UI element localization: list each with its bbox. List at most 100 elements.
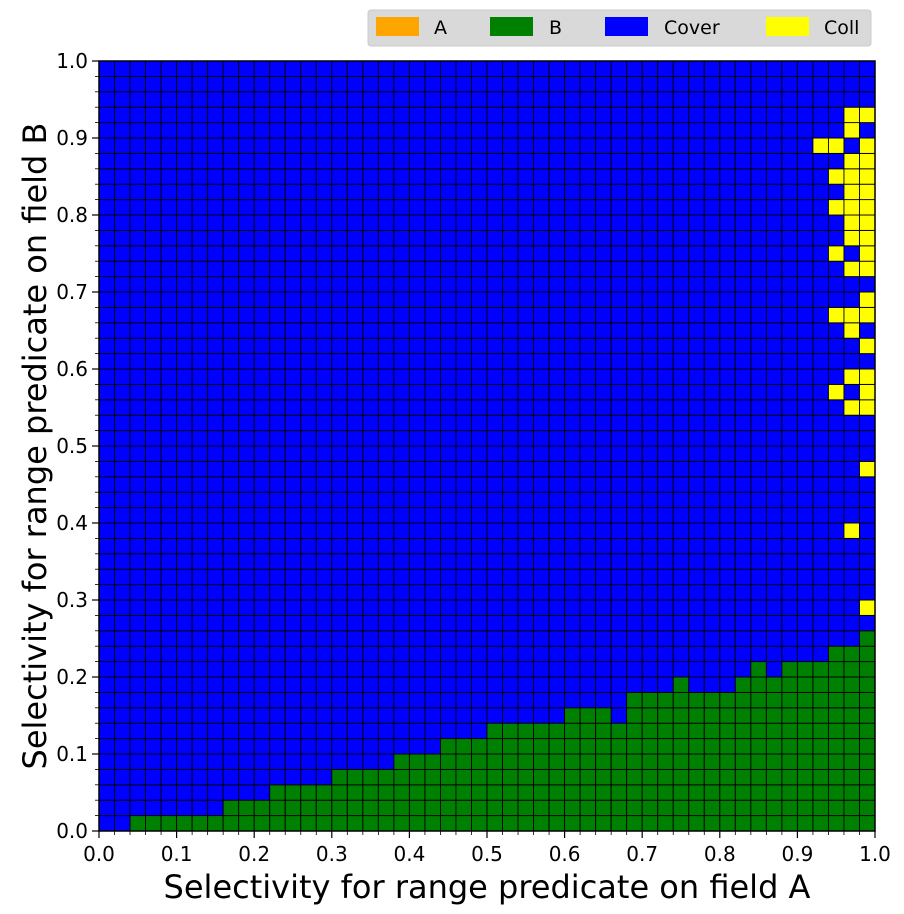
- heatmap-cell-cover: [502, 599, 519, 616]
- heatmap-cell-b: [424, 753, 441, 770]
- heatmap-cell-cover: [610, 645, 628, 663]
- y-tick-label: 0.2: [56, 665, 88, 689]
- heatmap-cell-b: [812, 768, 829, 786]
- heatmap-cell-cover: [269, 522, 286, 539]
- heatmap-cell-cover: [222, 306, 240, 324]
- heatmap-cell-cover: [719, 229, 736, 247]
- heatmap-cell-b: [672, 691, 690, 709]
- heatmap-cell-cover: [502, 306, 519, 324]
- heatmap-cell-cover: [517, 322, 535, 339]
- heatmap-cell-cover: [424, 260, 441, 278]
- heatmap-cell-cover: [160, 276, 178, 293]
- heatmap-cell-cover: [579, 568, 597, 586]
- heatmap-cell-cover: [346, 753, 364, 770]
- heatmap-cell-cover: [176, 106, 193, 124]
- heatmap-cell-cover: [222, 676, 240, 693]
- heatmap-cell-cover: [595, 430, 612, 447]
- heatmap-cell-b: [812, 661, 829, 678]
- heatmap-cell-cover: [377, 645, 395, 663]
- heatmap-cell-cover: [284, 60, 302, 77]
- heatmap-cell-cover: [734, 553, 752, 570]
- heatmap-cell-cover: [176, 353, 193, 370]
- heatmap-cell-cover: [393, 214, 410, 231]
- heatmap-cell-cover: [719, 106, 736, 124]
- heatmap-cell-cover: [393, 168, 410, 185]
- heatmap-cell-cover: [517, 691, 535, 709]
- heatmap-cell-cover: [114, 799, 131, 817]
- heatmap-cell-b: [471, 768, 488, 786]
- heatmap-cell-cover: [657, 168, 674, 185]
- heatmap-cell-cover: [207, 507, 224, 524]
- heatmap-cell-cover: [455, 260, 472, 278]
- heatmap-cell-cover: [253, 137, 271, 154]
- heatmap-cell-cover: [145, 599, 162, 616]
- heatmap-cell-cover: [579, 291, 597, 308]
- heatmap-cell-cover: [362, 676, 379, 693]
- heatmap-cell-cover: [796, 445, 814, 462]
- heatmap-cell-b: [703, 722, 721, 740]
- heatmap-cell-cover: [222, 553, 240, 570]
- heatmap-cell-b: [641, 722, 659, 740]
- heatmap-cell-b: [595, 768, 612, 786]
- heatmap-cell-cover: [129, 183, 147, 201]
- legend-label-b: B: [549, 17, 562, 39]
- heatmap-cell-b: [564, 768, 581, 786]
- heatmap-cell-cover: [269, 75, 286, 93]
- heatmap-cell-cover: [284, 430, 302, 447]
- heatmap-cell-cover: [517, 229, 535, 247]
- heatmap-cell-cover: [362, 168, 379, 185]
- heatmap-cell-b: [719, 722, 736, 740]
- heatmap-cell-cover: [827, 614, 845, 632]
- heatmap-cell-cover: [564, 522, 581, 539]
- heatmap-cell-cover: [595, 291, 612, 308]
- heatmap-cell-cover: [533, 630, 550, 647]
- heatmap-cell-b: [517, 815, 535, 832]
- heatmap-cell-b: [471, 815, 488, 832]
- heatmap-cell-cover: [98, 661, 115, 678]
- heatmap-cell-cover: [362, 322, 379, 339]
- heatmap-cell-cover: [300, 91, 317, 108]
- heatmap-cell-cover: [533, 122, 550, 139]
- heatmap-cell-b: [564, 784, 581, 801]
- heatmap-cell-cover: [145, 476, 162, 493]
- heatmap-cell-cover: [688, 60, 705, 77]
- heatmap-cell-cover: [455, 183, 472, 201]
- heatmap-cell-cover: [315, 491, 333, 509]
- heatmap-cell-cover: [750, 353, 767, 370]
- heatmap-cell-coll: [827, 199, 845, 216]
- heatmap-cell-cover: [300, 368, 317, 385]
- heatmap-cell-cover: [145, 430, 162, 447]
- heatmap-cell-cover: [253, 584, 271, 601]
- heatmap-cell-coll: [859, 399, 876, 416]
- heatmap-cell-b: [408, 753, 426, 770]
- heatmap-cell-cover: [765, 306, 783, 324]
- heatmap-cell-cover: [145, 768, 162, 786]
- heatmap-cell-cover: [812, 568, 829, 586]
- heatmap-cell-cover: [331, 229, 348, 247]
- heatmap-cell-cover: [160, 476, 178, 493]
- heatmap-cell-cover: [393, 245, 410, 262]
- heatmap-cell-cover: [222, 522, 240, 539]
- heatmap-cell-cover: [439, 476, 457, 493]
- heatmap-cell-cover: [315, 383, 333, 401]
- heatmap-cell-cover: [362, 199, 379, 216]
- heatmap-cell-b: [688, 691, 705, 709]
- heatmap-cell-cover: [346, 75, 364, 93]
- heatmap-cell-cover: [595, 199, 612, 216]
- heatmap-cell-cover: [517, 476, 535, 493]
- heatmap-cell-cover: [114, 614, 131, 632]
- heatmap-cell-cover: [657, 60, 674, 77]
- heatmap-cell-cover: [331, 599, 348, 616]
- heatmap-cell-b: [843, 691, 860, 709]
- heatmap-cell-cover: [362, 507, 379, 524]
- heatmap-cell-b: [657, 768, 674, 786]
- heatmap-cell-cover: [160, 676, 178, 693]
- heatmap-cell-b: [703, 799, 721, 817]
- heatmap-cell-cover: [439, 707, 457, 724]
- heatmap-cell-cover: [191, 722, 209, 740]
- heatmap-cell-b: [734, 691, 752, 709]
- heatmap-cell-cover: [734, 199, 752, 216]
- heatmap-cell-cover: [750, 137, 767, 154]
- heatmap-cell-cover: [269, 691, 286, 709]
- heatmap-cell-cover: [471, 75, 488, 93]
